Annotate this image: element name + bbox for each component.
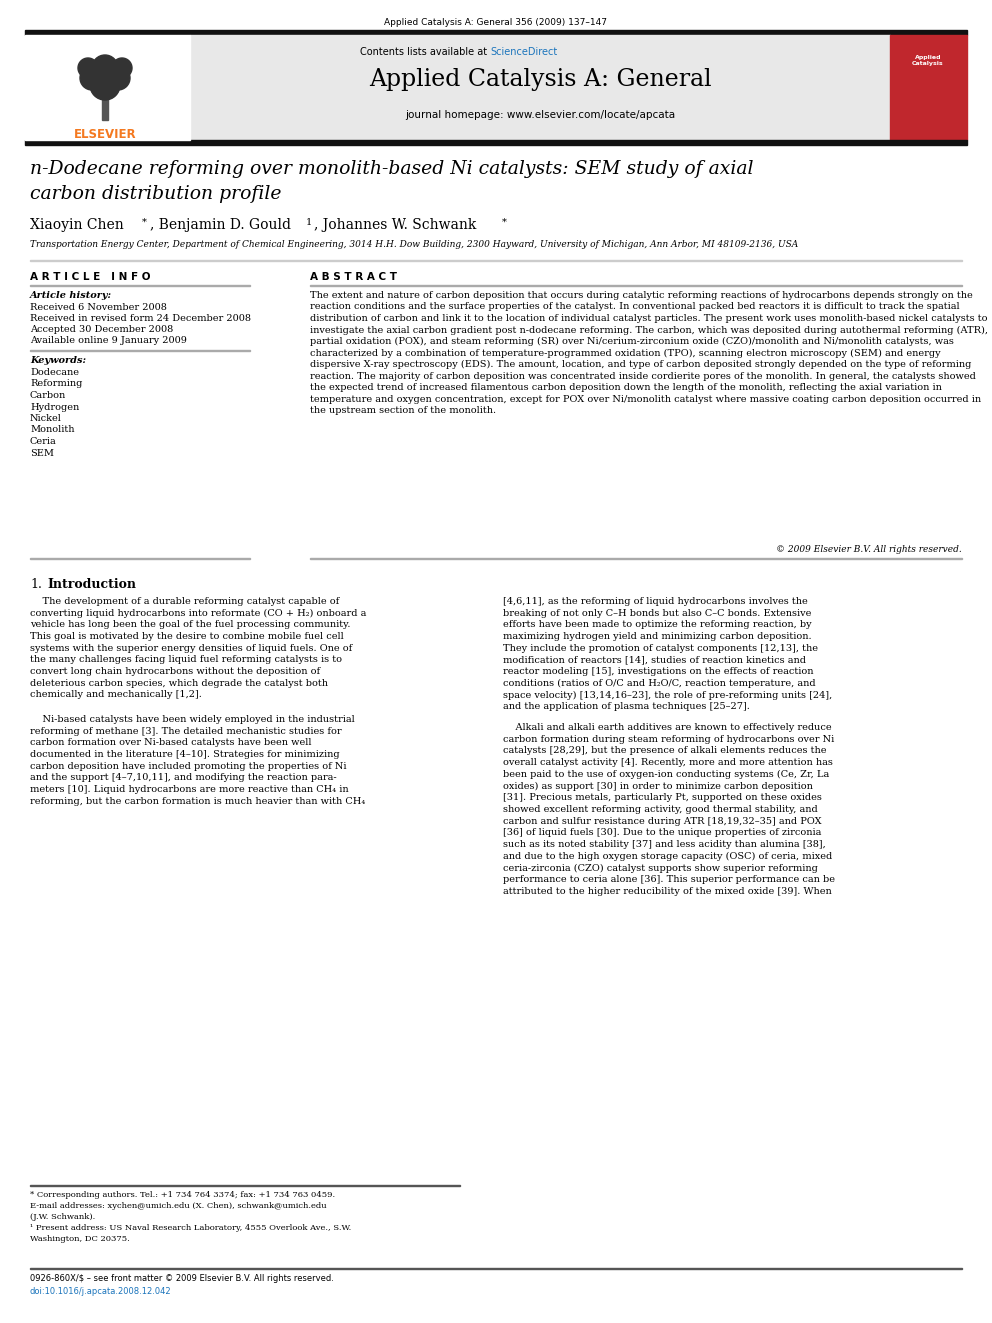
Text: The development of a durable reforming catalyst capable of
converting liquid hyd: The development of a durable reforming c… [30, 597, 366, 700]
Text: *: * [502, 218, 507, 228]
Text: Introduction: Introduction [47, 578, 136, 591]
Text: Article history:: Article history: [30, 291, 112, 300]
Bar [190, 34, 890, 140]
Text: Transportation Energy Center, Department of Chemical Engineering, 3014 H.H. Dow : Transportation Energy Center, Department… [30, 239, 799, 249]
Text: 0926-860X/$ – see front matter © 2009 Elsevier B.V. All rights reserved.: 0926-860X/$ – see front matter © 2009 El… [30, 1274, 334, 1283]
Text: Received 6 November 2008: Received 6 November 2008 [30, 303, 167, 312]
Text: Ni-based catalysts have been widely employed in the industrial
reforming of meth: Ni-based catalysts have been widely empl… [30, 714, 365, 806]
Text: Alkali and alkali earth additives are known to effectively reduce
carbon formati: Alkali and alkali earth additives are kn… [503, 722, 835, 896]
Text: ScienceDirect: ScienceDirect [490, 48, 558, 57]
Circle shape [80, 66, 104, 90]
Text: Ceria: Ceria [30, 437, 57, 446]
Text: Applied Catalysis A: General: Applied Catalysis A: General [369, 67, 711, 91]
Text: A R T I C L E   I N F O: A R T I C L E I N F O [30, 273, 151, 282]
Bar [25, 30, 967, 34]
Text: Monolith: Monolith [30, 426, 74, 434]
Text: © 2009 Elsevier B.V. All rights reserved.: © 2009 Elsevier B.V. All rights reserved… [777, 545, 962, 554]
Text: doi:10.1016/j.apcata.2008.12.042: doi:10.1016/j.apcata.2008.12.042 [30, 1287, 172, 1297]
Text: 1.: 1. [30, 578, 42, 591]
Text: Dodecane: Dodecane [30, 368, 79, 377]
Text: Washington, DC 20375.: Washington, DC 20375. [30, 1234, 130, 1244]
Text: E-mail addresses: xychen@umich.edu (X. Chen), schwank@umich.edu: E-mail addresses: xychen@umich.edu (X. C… [30, 1203, 326, 1211]
Text: Reforming: Reforming [30, 380, 82, 389]
Text: ¹ Present address: US Naval Research Laboratory, 4555 Overlook Ave., S.W.: ¹ Present address: US Naval Research Lab… [30, 1224, 351, 1232]
Circle shape [78, 58, 98, 78]
Text: The extent and nature of carbon deposition that occurs during catalytic reformin: The extent and nature of carbon depositi… [310, 291, 988, 415]
Circle shape [112, 58, 132, 78]
Circle shape [90, 70, 120, 101]
Text: Nickel: Nickel [30, 414, 62, 423]
Text: Available online 9 January 2009: Available online 9 January 2009 [30, 336, 186, 345]
Text: Contents lists available at: Contents lists available at [360, 48, 490, 57]
Circle shape [106, 66, 130, 90]
Text: ELSEVIER: ELSEVIER [73, 128, 136, 142]
Text: Applied
Catalysis: Applied Catalysis [913, 56, 943, 66]
Text: Applied Catalysis A: General 356 (2009) 137–147: Applied Catalysis A: General 356 (2009) … [385, 19, 607, 26]
Text: n-Dodecane reforming over monolith-based Ni catalysts: SEM study of axial: n-Dodecane reforming over monolith-based… [30, 160, 754, 179]
Text: carbon distribution profile: carbon distribution profile [30, 185, 282, 202]
Text: [4,6,11], as the reforming of liquid hydrocarbons involves the
breaking of not o: [4,6,11], as the reforming of liquid hyd… [503, 597, 832, 712]
Bar [890, 34, 967, 140]
Text: , Johannes W. Schwank: , Johannes W. Schwank [314, 218, 476, 232]
Text: * Corresponding authors. Tel.: +1 734 764 3374; fax: +1 734 763 0459.: * Corresponding authors. Tel.: +1 734 76… [30, 1191, 335, 1199]
Text: (J.W. Schwank).: (J.W. Schwank). [30, 1213, 95, 1221]
Text: *: * [142, 218, 147, 228]
Text: , Benjamin D. Gould: , Benjamin D. Gould [150, 218, 291, 232]
Text: SEM: SEM [30, 448, 54, 458]
Text: Keywords:: Keywords: [30, 356, 86, 365]
Text: A B S T R A C T: A B S T R A C T [310, 273, 397, 282]
Text: Carbon: Carbon [30, 392, 66, 400]
Text: Received in revised form 24 December 2008: Received in revised form 24 December 200… [30, 314, 251, 323]
Circle shape [92, 56, 118, 81]
Text: journal homepage: www.elsevier.com/locate/apcata: journal homepage: www.elsevier.com/locat… [405, 110, 676, 120]
Bar [25, 34, 190, 140]
Text: 1: 1 [306, 218, 312, 228]
Bar [102, 95, 108, 120]
Bar [25, 140, 967, 146]
Text: Hydrogen: Hydrogen [30, 402, 79, 411]
Text: Xiaoyin Chen: Xiaoyin Chen [30, 218, 124, 232]
Text: Accepted 30 December 2008: Accepted 30 December 2008 [30, 325, 174, 333]
